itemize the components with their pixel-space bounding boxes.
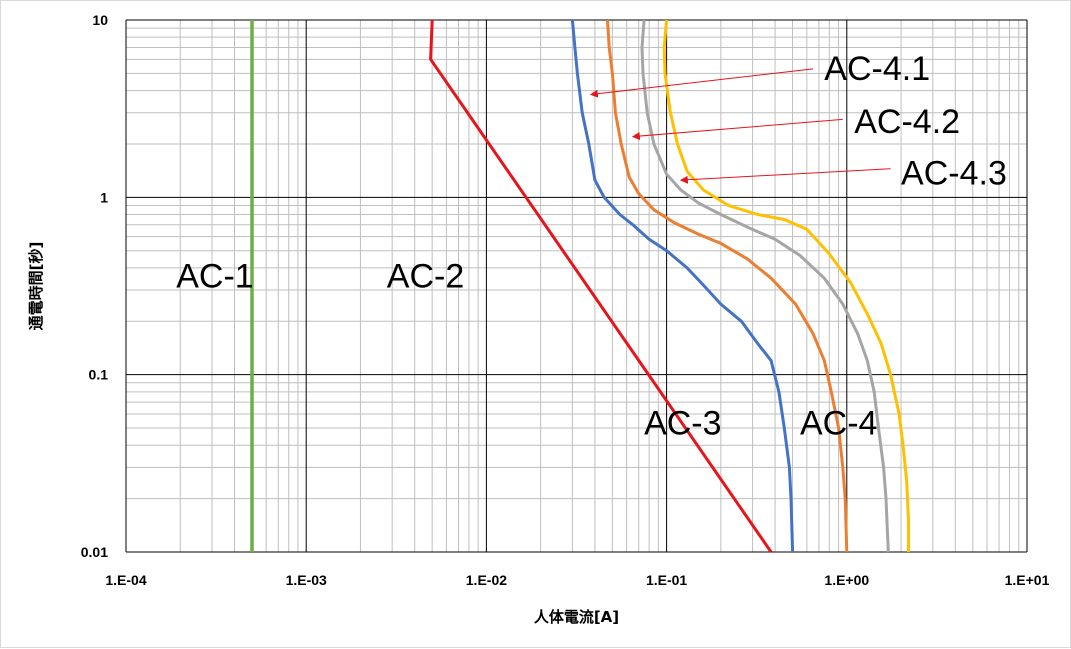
minor-gridlines	[126, 20, 1027, 552]
series-line-orange	[606, 19, 849, 553]
major-gridlines	[125, 19, 1028, 553]
y-tick-label: 0.1	[89, 367, 109, 383]
tick-layer: 1.E-04 1.E-03 1.E-02 1.E-01 1.E+00 1.E+01 0.01…	[81, 12, 1050, 588]
label-layer: AC-4.1 AC-4.2 AC-4.3 AC-1 AC-2 AC-3 AC-4	[176, 50, 1007, 443]
region-label: AC-4	[800, 404, 877, 442]
annotation-arrow	[679, 168, 891, 184]
x-tick-label: 1.E-03	[286, 572, 327, 588]
y-axis-title: 通電時間[秒]	[27, 242, 45, 331]
region-label: AC-2	[387, 258, 464, 296]
y-tick-label: 1	[100, 189, 108, 205]
arrow-layer	[589, 68, 891, 184]
x-tick-label: 1.E-02	[466, 572, 507, 588]
region-label: AC-1	[176, 258, 253, 296]
series-layer	[250, 19, 910, 553]
x-tick-label: 1.E-01	[646, 572, 687, 588]
series-line-blue	[570, 19, 795, 553]
series-line-red	[429, 19, 773, 553]
y-tick-label: 10	[92, 12, 108, 28]
annotation-arrow	[589, 68, 814, 98]
annotation-label: AC-4.2	[854, 103, 960, 141]
x-axis-title: 人体電流[A]	[534, 608, 619, 626]
series-line-yellow	[662, 19, 910, 552]
annotation-label: AC-4.3	[901, 155, 1007, 193]
annotation-label: AC-4.1	[824, 50, 930, 88]
y-tick-label: 0.01	[81, 544, 108, 560]
x-tick-label: 1.E-04	[105, 572, 146, 588]
annotation-arrow	[631, 118, 843, 141]
x-tick-label: 1.E+01	[1005, 572, 1050, 588]
series-line-gray	[640, 19, 890, 553]
x-tick-label: 1.E+00	[824, 572, 869, 588]
region-label: AC-3	[644, 404, 721, 442]
